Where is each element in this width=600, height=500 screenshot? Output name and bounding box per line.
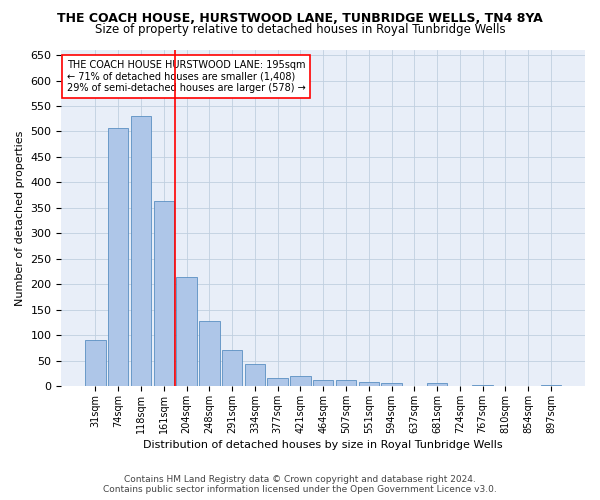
Text: THE COACH HOUSE HURSTWOOD LANE: 195sqm
← 71% of detached houses are smaller (1,4: THE COACH HOUSE HURSTWOOD LANE: 195sqm ←…: [67, 60, 305, 94]
Bar: [176, 276, 197, 386]
Bar: [245, 364, 265, 386]
X-axis label: Distribution of detached houses by size in Royal Tunbridge Wells: Distribution of detached houses by size …: [143, 440, 503, 450]
Text: Size of property relative to detached houses in Royal Tunbridge Wells: Size of property relative to detached ho…: [95, 22, 505, 36]
Bar: [472, 384, 493, 386]
Y-axis label: Number of detached properties: Number of detached properties: [15, 130, 25, 306]
Bar: [290, 376, 311, 386]
Bar: [222, 350, 242, 386]
Bar: [541, 384, 561, 386]
Bar: [268, 378, 288, 386]
Bar: [381, 384, 402, 386]
Bar: [85, 340, 106, 386]
Bar: [131, 116, 151, 386]
Bar: [427, 384, 448, 386]
Bar: [108, 128, 128, 386]
Bar: [359, 382, 379, 386]
Bar: [154, 201, 174, 386]
Text: Contains HM Land Registry data © Crown copyright and database right 2024.
Contai: Contains HM Land Registry data © Crown c…: [103, 474, 497, 494]
Text: THE COACH HOUSE, HURSTWOOD LANE, TUNBRIDGE WELLS, TN4 8YA: THE COACH HOUSE, HURSTWOOD LANE, TUNBRID…: [57, 12, 543, 26]
Bar: [199, 322, 220, 386]
Bar: [313, 380, 334, 386]
Bar: [336, 380, 356, 386]
